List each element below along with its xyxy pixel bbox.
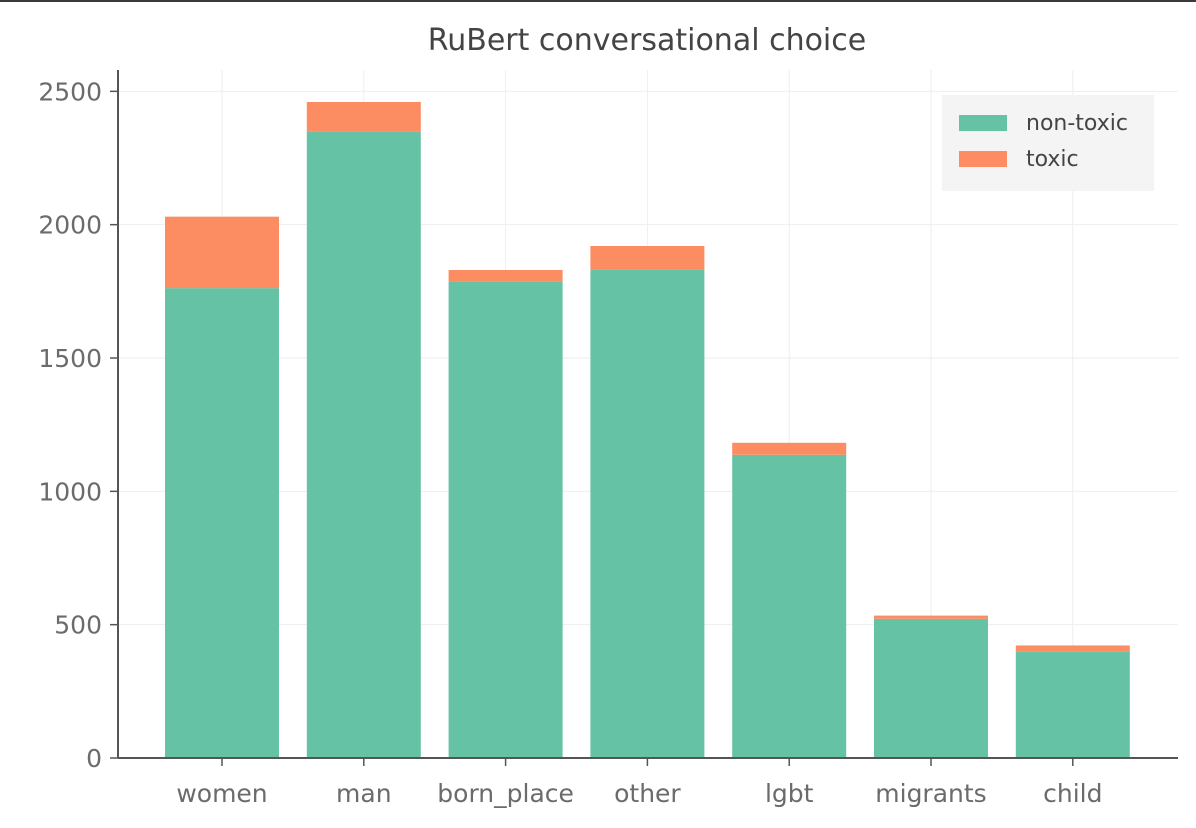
y-tick-label: 0 — [86, 744, 102, 773]
y-axis-ticks: 0 500 1000 1500 2000 2500 — [38, 77, 118, 773]
x-tick-label: other — [614, 779, 681, 808]
bar-toxic-child — [1015, 645, 1130, 652]
x-axis-ticks: women man born_place other lgbt migrants child — [176, 758, 1102, 808]
top-border-line — [0, 0, 1196, 2]
y-tick-label: 1500 — [38, 344, 102, 373]
bar-toxic-women — [165, 216, 279, 289]
chart-title: RuBert conversational choice — [428, 23, 866, 58]
y-tick-label: 1000 — [38, 477, 102, 506]
bars — [165, 102, 1130, 759]
legend-label-toxic: toxic — [1026, 147, 1079, 172]
bar-non-toxic-born_place — [448, 281, 563, 758]
x-tick-label: lgbt — [765, 779, 814, 808]
bar-non-toxic-migrants — [874, 618, 988, 758]
bar-non-toxic-women — [165, 288, 279, 758]
x-tick-label: child — [1043, 779, 1102, 808]
legend-label-non-toxic: non-toxic — [1026, 111, 1128, 136]
bar-toxic-other — [590, 246, 705, 270]
bar-toxic-man — [306, 102, 421, 132]
legend-swatch-toxic — [959, 151, 1007, 167]
y-tick-label: 2500 — [38, 77, 102, 106]
legend: non-toxic toxic — [942, 95, 1154, 191]
bar-non-toxic-lgbt — [732, 454, 847, 758]
y-tick-label: 2000 — [38, 211, 102, 240]
bar-toxic-born_place — [448, 270, 563, 282]
x-tick-label: migrants — [875, 779, 986, 808]
x-tick-label: born_place — [437, 779, 574, 808]
bar-non-toxic-man — [306, 131, 421, 759]
bar-non-toxic-other — [590, 269, 705, 758]
x-tick-label: women — [176, 779, 267, 808]
y-tick-label: 500 — [54, 611, 102, 640]
bar-toxic-migrants — [874, 615, 988, 619]
legend-box — [942, 95, 1154, 191]
bar-non-toxic-child — [1015, 651, 1130, 758]
legend-swatch-non-toxic — [959, 115, 1007, 131]
x-tick-label: man — [336, 779, 392, 808]
bar-toxic-lgbt — [732, 442, 847, 455]
